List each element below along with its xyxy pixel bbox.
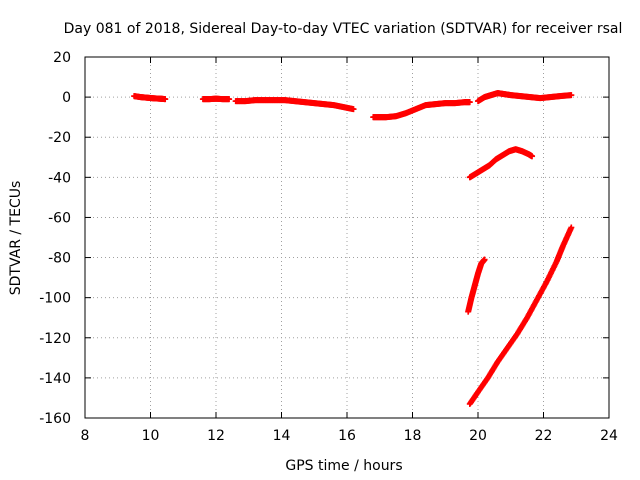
y-tick-label: 20 [53,50,71,66]
x-tick-label: 22 [535,428,553,444]
y-tick-label: -40 [48,170,71,186]
data-point [568,224,575,231]
data-points [131,90,575,407]
y-tick-label: -160 [39,411,71,427]
data-point [162,96,169,103]
data-point [226,96,233,103]
x-tick-label: 8 [81,428,90,444]
x-tick-label: 14 [273,428,291,444]
x-tick-label: 18 [404,428,422,444]
y-tick-label: -100 [39,291,71,307]
data-point [350,106,357,113]
x-tick-label: 20 [469,428,487,444]
x-axis-label: GPS time / hours [285,458,402,474]
x-tick-label: 24 [600,428,618,444]
x-tick-label: 12 [207,428,225,444]
data-point [529,153,536,160]
plot-frame [84,56,610,419]
y-axis-label: SDTVAR / TECUs [8,181,24,296]
x-tick-label: 10 [142,428,160,444]
y-tick-label: -20 [48,130,71,146]
grid-lines [85,57,609,418]
y-tick-label: -140 [39,371,71,387]
y-tick-label: -120 [39,331,71,347]
chart-title: Day 081 of 2018, Sidereal Day-to-day VTE… [64,21,623,37]
x-tick-label: 16 [338,428,356,444]
data-point [568,92,575,99]
y-tick-label: 0 [62,90,71,106]
x-tick-labels: 8 10 12 14 16 18 20 22 24 [81,428,618,444]
y-tick-label: -60 [48,210,71,226]
y-tick-labels: 20 0 -20 -40 -60 -80 -100 -120 -140 -160 [39,50,71,427]
data-point [466,99,473,106]
data-point [481,256,488,263]
y-tick-label: -80 [48,251,71,267]
